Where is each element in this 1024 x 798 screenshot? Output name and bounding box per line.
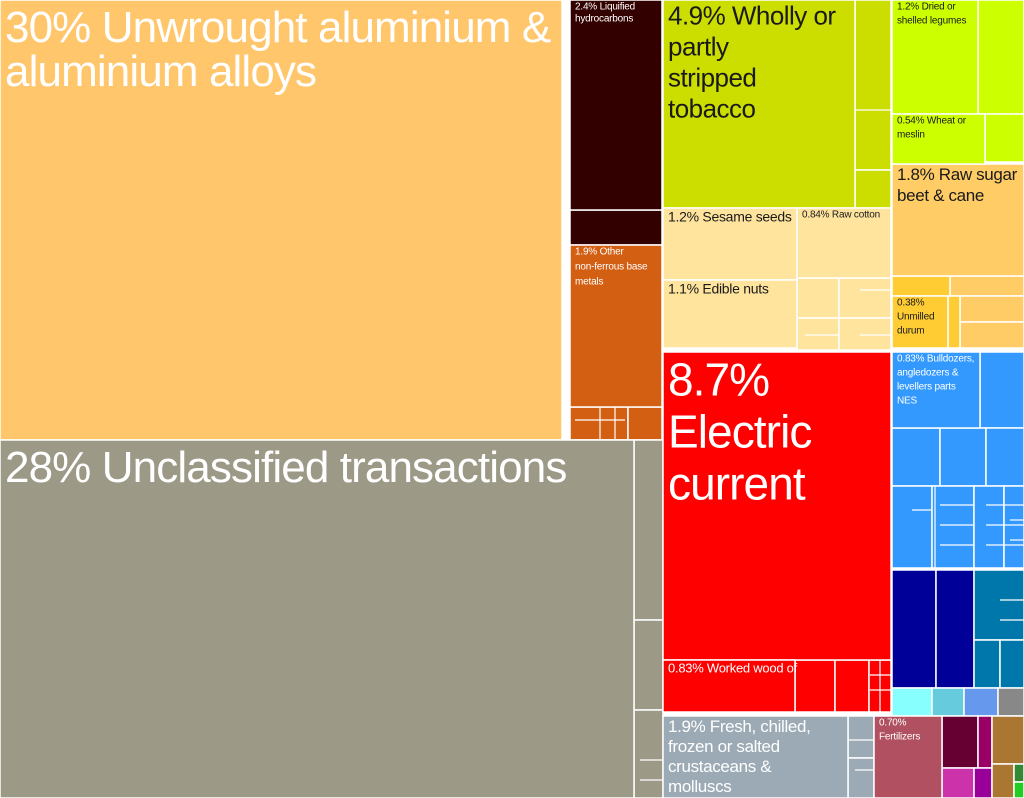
tile-label-hydrocarbons: 2.4% Liquified hydrocarbons — [575, 2, 635, 25]
tile-label-fertilizers: 0.70% Fertilizers — [879, 718, 920, 743]
treemap-tile-rawsugar — [947, 295, 961, 349]
treemap-tile-machinery — [1003, 485, 1024, 569]
treemap-tile-rawsugar — [891, 163, 1024, 277]
tile-label-ediblenuts: 1.1% Edible nuts — [668, 280, 769, 296]
treemap-tile-machinery — [891, 485, 933, 569]
treemap-tile-transport — [999, 639, 1024, 689]
treemap-tile-electric — [794, 659, 836, 713]
treemap-tile-tobacco — [854, 0, 892, 171]
treemap-tile-machinery — [931, 485, 975, 569]
treemap-tile-stone — [1013, 763, 1024, 783]
treemap-tile-transport — [935, 569, 975, 689]
treemap-tile-durum — [891, 295, 949, 349]
treemap-tile-crustaceans — [847, 757, 875, 798]
treemap-tile-unclassified — [0, 439, 635, 798]
treemap-tile-textiles — [991, 715, 1024, 765]
treemap-tile-tobacco — [854, 169, 892, 209]
treemap-tile-unclassified — [633, 439, 664, 621]
tile-label-rawcotton: 0.84% Raw cotton — [802, 210, 880, 221]
tile-label-unclassified: 28% Unclassified transactions — [5, 443, 566, 492]
treemap-tile-hydrocarbons — [569, 209, 663, 246]
treemap-tile-machinery — [985, 427, 1024, 487]
treemap-tile-misc — [891, 687, 933, 717]
treemap-tile-misc — [997, 687, 1024, 717]
treemap-tile-legumes — [984, 113, 1024, 163]
treemap-tile-nonferrous — [569, 406, 629, 441]
treemap-tile-sesame — [662, 207, 798, 281]
tile-label-bulldozers: 0.83% Bulldozers, angledozers & levellers … — [897, 354, 974, 407]
treemap-tile-tobacco — [662, 0, 856, 209]
treemap-tile-misc — [931, 687, 965, 717]
treemap-tile-transport — [891, 569, 937, 689]
treemap-tile-rawsugar — [959, 321, 1024, 349]
treemap-tile-sesame — [796, 277, 840, 319]
treemap-tile-unclassified — [633, 709, 664, 798]
treemap-tile-rawsugar — [949, 275, 1024, 297]
treemap-tile-rawcotton — [796, 207, 892, 279]
tile-label-electric: 8.7% Electric current — [668, 354, 811, 510]
treemap-tile-transport — [973, 639, 1001, 689]
tile-label-sesame: 1.2% Sesame seeds — [668, 208, 792, 224]
tile-label-wheat: 0.54% Wheat or meslin — [897, 116, 967, 141]
treemap-tile-nonferrous — [627, 406, 663, 441]
treemap-tile-sesame — [838, 277, 892, 319]
treemap-tile-machinery — [979, 351, 1024, 429]
treemap-tile-stone — [1013, 781, 1024, 798]
tile-label-aluminium: 30% Unwrought aluminium & aluminium alloy… — [5, 3, 551, 96]
treemap-tile-crustaceans — [847, 715, 875, 759]
treemap-tile-wheat — [891, 113, 986, 165]
treemap-tile-rawsugar — [959, 295, 1024, 323]
treemap-tile-crustaceans — [662, 715, 849, 798]
treemap-tile-legumes — [977, 0, 1024, 115]
tile-label-rawsugar: 1.8% Raw sugar beet & cane — [897, 165, 1018, 205]
tile-label-workedwood: 0.83% Worked wood of — [668, 660, 798, 675]
treemap-tile-machinery — [973, 485, 1005, 569]
tile-label-legumes: 1.2% Dried or shelled legumes — [897, 2, 966, 27]
treemap-tile-hydrocarbons — [569, 0, 663, 211]
treemap-tile-fertilizers — [873, 715, 943, 798]
treemap-tile-chemicals — [973, 767, 993, 798]
treemap-tile-machinery — [891, 427, 941, 487]
treemap-tile-electric — [834, 659, 870, 713]
treemap-tile-chemicals — [941, 767, 975, 798]
treemap-tile-sesame — [796, 317, 840, 351]
treemap-tile-transport — [973, 569, 1024, 641]
treemap-tile-bulldozers — [891, 351, 981, 429]
treemap-tile-chemicals — [977, 715, 993, 769]
tile-label-durum: 0.38% Unmilled durum — [897, 298, 934, 337]
treemap-tile-legumes — [891, 0, 979, 115]
treemap-tile-unclassified — [633, 619, 664, 711]
treemap-tile-nonferrous — [569, 244, 663, 408]
treemap-tile-rawsugar — [891, 275, 951, 297]
tile-label-tobacco: 4.9% Wholly or partly stripped tobacco — [668, 1, 836, 124]
treemap-tile-machinery — [939, 427, 987, 487]
treemap-tile-chemicals — [941, 715, 979, 769]
treemap-tile-aluminium — [0, 0, 563, 441]
treemap-tile-sesame — [838, 317, 892, 351]
treemap-tile-ediblenuts — [662, 279, 798, 349]
tile-label-crustaceans: 1.9% Fresh, chilled, frozen or salted crus… — [668, 717, 811, 796]
treemap-tile-misc — [963, 687, 999, 717]
tile-label-nonferrous: 1.9% Other non-ferrous base metals — [575, 247, 648, 288]
treemap-tile-workedwood — [662, 659, 796, 713]
treemap-tile-textiles — [991, 763, 1015, 798]
